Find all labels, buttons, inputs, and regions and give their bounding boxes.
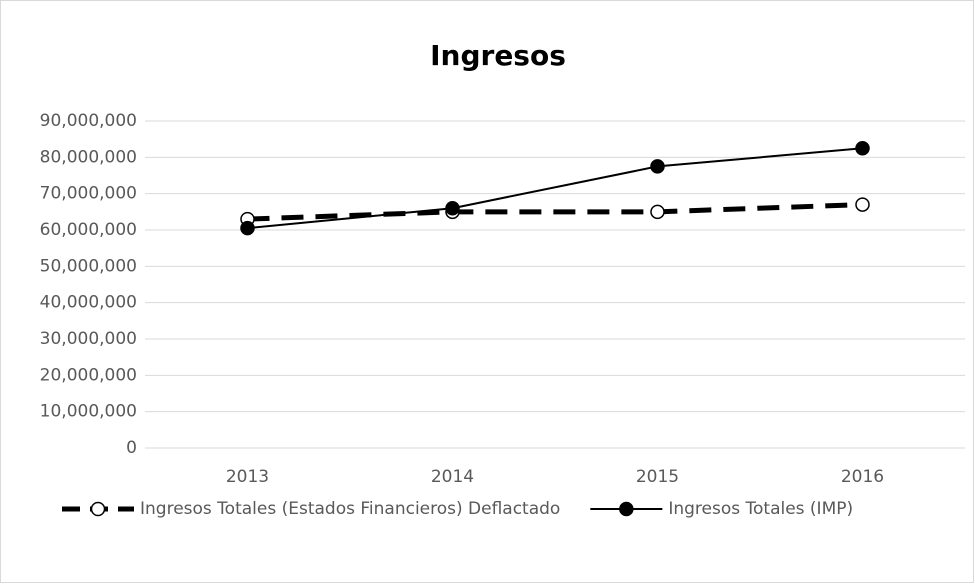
legend-label: Ingresos Totales (IMP) [668,499,853,519]
data-point [650,159,665,174]
y-tick-label: 0 [126,438,137,458]
legend-marker [619,501,634,517]
legend-marker [90,501,106,517]
x-tick-label: 2016 [841,467,884,487]
data-point [650,204,665,220]
x-tick-label: 2013 [226,467,269,487]
data-point [855,141,870,156]
y-tick-label: 70,000,000 [40,184,137,204]
y-tick-label: 30,000,000 [40,329,137,349]
data-point [855,197,870,212]
y-tick-label: 60,000,000 [40,220,137,240]
series-line [247,147,863,230]
x-tick-label: 2015 [636,467,679,487]
y-tick-label: 50,000,000 [40,256,137,276]
data-point [240,220,255,236]
y-tick-label: 10,000,000 [40,402,137,422]
legend-label: Ingresos Totales (Estados Financieros) D… [140,499,560,519]
data-point [445,200,460,216]
chart-title: Ingresos [430,39,566,72]
x-tick-label: 2014 [431,467,474,487]
series-line [247,202,863,222]
y-tick-label: 90,000,000 [40,111,137,131]
y-tick-label: 40,000,000 [40,293,137,313]
y-tick-label: 80,000,000 [40,147,137,167]
y-tick-label: 20,000,000 [40,365,137,385]
